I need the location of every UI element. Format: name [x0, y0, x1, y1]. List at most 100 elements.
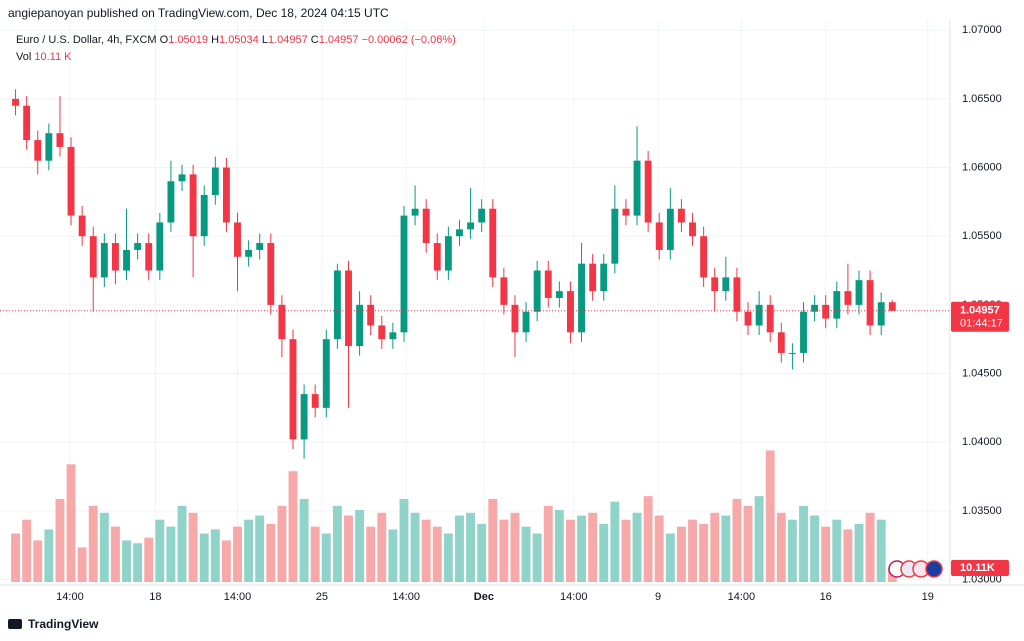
candle-body — [356, 304, 364, 347]
last-price-label: 1.04957 — [960, 305, 1000, 317]
candle-body — [156, 222, 164, 271]
candle-body — [100, 243, 108, 278]
volume-bar — [643, 496, 653, 582]
candle-body — [411, 208, 419, 216]
candle-body — [178, 174, 186, 182]
volume-bar — [588, 512, 598, 582]
volume-bar — [221, 540, 231, 582]
x-tick-label: Dec — [474, 591, 494, 603]
candle-body — [711, 277, 719, 292]
candle-body — [23, 105, 31, 141]
x-tick-label: 14:00 — [392, 591, 420, 603]
volume-bar — [77, 547, 87, 582]
y-tick-label: 1.04500 — [962, 367, 1002, 379]
volume-bar — [44, 529, 54, 582]
candle-body — [200, 195, 208, 237]
price-pane — [0, 89, 950, 459]
volume-bar — [255, 515, 265, 582]
candle-body — [278, 304, 286, 340]
candle-body — [267, 243, 275, 305]
volume-bar — [610, 501, 620, 582]
c-value: 1.04957 — [319, 34, 359, 46]
volume-bar — [299, 498, 309, 582]
o-value: 1.05019 — [168, 34, 208, 46]
symbol: Euro / U.S. Dollar, 4h, FXCM — [16, 34, 157, 46]
icon — [925, 560, 943, 578]
volume-bar — [88, 505, 98, 582]
volume-bar — [466, 512, 476, 582]
volume-bar — [110, 526, 120, 582]
candle-body — [655, 222, 663, 250]
candle-body — [433, 243, 441, 271]
candle-body — [644, 160, 652, 223]
volume-bar — [499, 519, 509, 582]
y-tick-label: 1.03000 — [962, 573, 1002, 585]
candle-body — [111, 243, 119, 271]
volume-bar — [122, 540, 131, 582]
volume-bar — [288, 471, 298, 582]
candle-body — [378, 325, 386, 340]
candle-body — [888, 302, 896, 311]
volume-bar — [321, 533, 331, 582]
candle-body — [234, 222, 241, 257]
countdown-label: 01:44:17 — [960, 318, 1003, 330]
candle-body — [722, 277, 730, 292]
volume-bar — [765, 450, 775, 582]
l-value: 1.04957 — [268, 34, 308, 46]
volume-bar — [233, 526, 242, 582]
candle-body — [555, 291, 563, 298]
volume-bar — [787, 519, 797, 582]
volume-bar — [133, 543, 143, 582]
volume-pane — [11, 450, 897, 582]
volume-bar — [432, 526, 442, 582]
y-tick-label: 1.06500 — [962, 93, 1002, 105]
volume-bar — [532, 533, 542, 582]
candle-body — [67, 146, 75, 216]
tradingview-logo: TradingView — [8, 617, 99, 631]
volume-bar — [688, 519, 697, 582]
candle-body — [589, 263, 597, 292]
candle-body — [700, 236, 708, 278]
candle-body — [211, 167, 219, 195]
candle-body — [256, 243, 264, 250]
x-tick-label: 19 — [922, 591, 934, 603]
x-tick-label: 14:00 — [560, 591, 588, 603]
change: −0.00062 (−0.06%) — [362, 34, 456, 46]
o-label: O — [160, 34, 169, 46]
candle-body — [78, 215, 86, 237]
candle-body — [877, 302, 885, 326]
y-tick-label: 1.03500 — [962, 505, 1002, 517]
volume-bar — [488, 498, 498, 582]
candle-body — [689, 222, 696, 237]
y-tick-label: 1.05500 — [962, 230, 1002, 242]
candle-body — [511, 304, 519, 333]
candle-body — [489, 208, 497, 278]
volume-bar — [510, 512, 520, 582]
candle-body — [578, 263, 585, 333]
volume-bar — [477, 523, 487, 582]
candle-body — [34, 140, 42, 161]
vol-label: Vol — [16, 51, 31, 63]
candle-body — [755, 304, 763, 326]
candle-body — [822, 304, 830, 319]
volume-bar — [710, 512, 720, 582]
candle-body — [456, 229, 463, 237]
volume-bar — [543, 505, 553, 582]
volume-bar — [521, 526, 531, 582]
volume-bar — [199, 533, 209, 582]
volume-bar — [244, 519, 254, 582]
volume-bar — [799, 505, 808, 582]
volume-bar — [366, 526, 376, 582]
candle-body — [289, 339, 297, 440]
volume-bar — [621, 519, 631, 582]
vol-value: 10.11 K — [34, 51, 72, 63]
candle-body — [134, 243, 142, 250]
volume-bar — [177, 505, 187, 582]
logo-mark — [8, 619, 22, 629]
candle-body — [522, 311, 530, 333]
volume-bar — [665, 533, 675, 582]
candle-body — [677, 208, 685, 223]
candle-body — [777, 332, 785, 353]
